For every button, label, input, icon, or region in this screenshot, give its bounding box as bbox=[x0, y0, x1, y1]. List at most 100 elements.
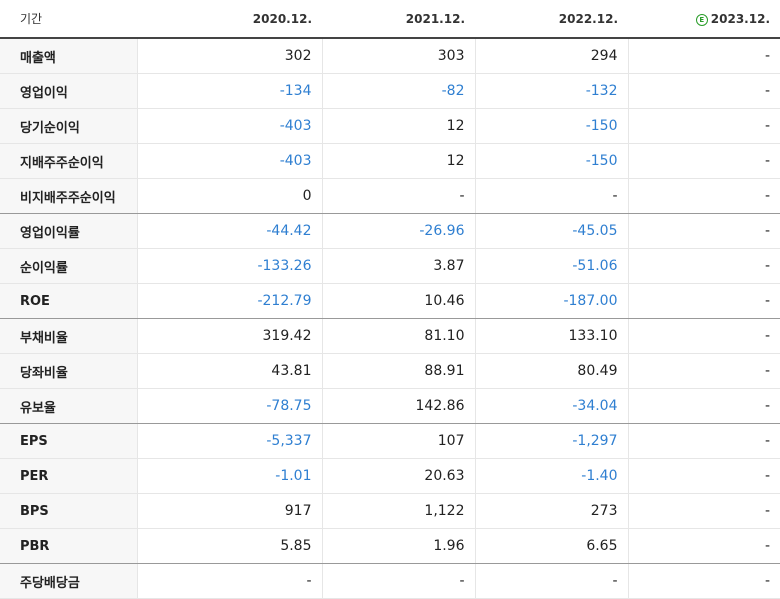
table-cell: - bbox=[627, 108, 780, 144]
table-cell: - bbox=[474, 178, 628, 214]
table-cell: 3.87 bbox=[321, 248, 475, 284]
table-cell: -45.05 bbox=[474, 213, 628, 249]
table-cell: -34.04 bbox=[474, 388, 628, 424]
table-cell: -134 bbox=[136, 73, 322, 109]
table-cell: -132 bbox=[474, 73, 628, 109]
table-cell: 12 bbox=[321, 108, 475, 144]
table-cell: -187.00 bbox=[474, 283, 628, 319]
row-label: 지배주주순이익 bbox=[0, 143, 137, 179]
table-cell: 20.63 bbox=[321, 458, 475, 494]
table-cell: -78.75 bbox=[136, 388, 322, 424]
table-cell: -150 bbox=[474, 108, 628, 144]
table-cell: - bbox=[627, 563, 780, 599]
table-cell: -82 bbox=[321, 73, 475, 109]
table-cell: 133.10 bbox=[474, 318, 628, 354]
table-cell: 273 bbox=[474, 493, 628, 529]
table-row: BPS 917 1,122 273- bbox=[0, 493, 780, 529]
row-label: 주당배당금 bbox=[0, 563, 137, 599]
table-cell: - bbox=[627, 388, 780, 424]
row-label: EPS bbox=[0, 423, 137, 459]
table-cell: 5.85 bbox=[136, 528, 322, 564]
table-cell: 107 bbox=[321, 423, 475, 459]
table-row: PBR 5.85 1.96 6.65- bbox=[0, 528, 780, 564]
table-row: 비지배주주순이익 0- - - bbox=[0, 178, 780, 214]
row-label: 비지배주주순이익 bbox=[0, 178, 137, 214]
table-cell: 319.42 bbox=[136, 318, 322, 354]
table-cell: 0 bbox=[136, 178, 322, 214]
table-cell: - bbox=[136, 563, 322, 599]
row-label: BPS bbox=[0, 493, 137, 529]
table-cell: - bbox=[627, 213, 780, 249]
table-cell: 6.65 bbox=[474, 528, 628, 564]
table-cell: -1.01 bbox=[136, 458, 322, 494]
table-row: 주당배당금 - - - - bbox=[0, 563, 780, 599]
period-header: 기간 bbox=[0, 0, 137, 39]
table-row: 당기순이익 -403 12 -150- bbox=[0, 108, 780, 144]
table-cell: 10.46 bbox=[321, 283, 475, 319]
row-label: ROE bbox=[0, 283, 137, 319]
row-label: 영업이익 bbox=[0, 73, 137, 109]
table-row: 부채비율 319.42 81.10 133.10- bbox=[0, 318, 780, 354]
table-cell: 1,122 bbox=[321, 493, 475, 529]
table-cell: 302 bbox=[136, 38, 322, 74]
table-cell: -403 bbox=[136, 108, 322, 144]
row-label: 당좌비율 bbox=[0, 353, 137, 389]
table-row: 매출액 302 303 294- bbox=[0, 38, 780, 74]
table-cell: -51.06 bbox=[474, 248, 628, 284]
column-header-2020: 2020.12. bbox=[137, 0, 322, 39]
table-cell: -212.79 bbox=[136, 283, 322, 319]
table-cell: 43.81 bbox=[136, 353, 322, 389]
table-row: 영업이익률 -44.42 -26.96 -45.05- bbox=[0, 213, 780, 249]
table-cell: 80.49 bbox=[474, 353, 628, 389]
table-cell: 12 bbox=[321, 143, 475, 179]
row-label: 부채비율 bbox=[0, 318, 137, 354]
row-label: 순이익률 bbox=[0, 248, 137, 284]
table-body: 매출액 302 303 294- 영업이익 -134 -82 -132- 당기순이익 -403 12… bbox=[0, 38, 780, 599]
table-cell: -403 bbox=[136, 143, 322, 179]
table-cell: 88.91 bbox=[321, 353, 475, 389]
column-header-2022: 2022.12. bbox=[475, 0, 628, 39]
table-cell: - bbox=[627, 353, 780, 389]
table-row: EPS -5,337 107 -1,297- bbox=[0, 423, 780, 459]
table-row: 순이익률 -133.26 3.87 -51.06- bbox=[0, 248, 780, 284]
table-cell: -26.96 bbox=[321, 213, 475, 249]
table-cell: 294 bbox=[474, 38, 628, 74]
table-cell: -1,297 bbox=[474, 423, 628, 459]
table-cell: - bbox=[627, 248, 780, 284]
table-header: 기간 2020.12. 2021.12. 2022.12. E 2023.12. bbox=[0, 0, 780, 39]
table-cell: - bbox=[627, 143, 780, 179]
table-row: ROE -212.79 10.46 -187.00- bbox=[0, 283, 780, 319]
table-cell: - bbox=[474, 563, 628, 599]
table-row: PER -1.01 20.63 -1.40- bbox=[0, 458, 780, 494]
table-cell: - bbox=[627, 283, 780, 319]
table-cell: -44.42 bbox=[136, 213, 322, 249]
row-label: 유보율 bbox=[0, 388, 137, 424]
table-cell: - bbox=[321, 563, 475, 599]
table-cell: - bbox=[627, 493, 780, 529]
table-cell: 142.86 bbox=[321, 388, 475, 424]
table-row: 유보율 -78.75 142.86 -34.04- bbox=[0, 388, 780, 424]
table-cell: - bbox=[627, 423, 780, 459]
table-cell: 1.96 bbox=[321, 528, 475, 564]
table-cell: - bbox=[627, 73, 780, 109]
row-label: 영업이익률 bbox=[0, 213, 137, 249]
table-row: 영업이익 -134 -82 -132- bbox=[0, 73, 780, 109]
header-row: 기간 2020.12. 2021.12. 2022.12. E 2023.12. bbox=[0, 0, 780, 39]
row-label: PER bbox=[0, 458, 137, 494]
table-cell: 303 bbox=[321, 38, 475, 74]
column-header-2023-estimate: E 2023.12. bbox=[628, 0, 780, 39]
estimate-badge-icon: E bbox=[695, 13, 708, 26]
table-cell: -133.26 bbox=[136, 248, 322, 284]
column-header-2021: 2021.12. bbox=[322, 0, 475, 39]
row-label: 매출액 bbox=[0, 38, 137, 74]
table-cell: -150 bbox=[474, 143, 628, 179]
table-cell: 81.10 bbox=[321, 318, 475, 354]
table-cell: - bbox=[321, 178, 475, 214]
table-cell: - bbox=[627, 38, 780, 74]
table-row: 지배주주순이익 -403 12 -150- bbox=[0, 143, 780, 179]
table-row: 당좌비율 43.81 88.91 80.49- bbox=[0, 353, 780, 389]
table-cell: - bbox=[627, 528, 780, 564]
row-label: PBR bbox=[0, 528, 137, 564]
table-cell: -5,337 bbox=[136, 423, 322, 459]
